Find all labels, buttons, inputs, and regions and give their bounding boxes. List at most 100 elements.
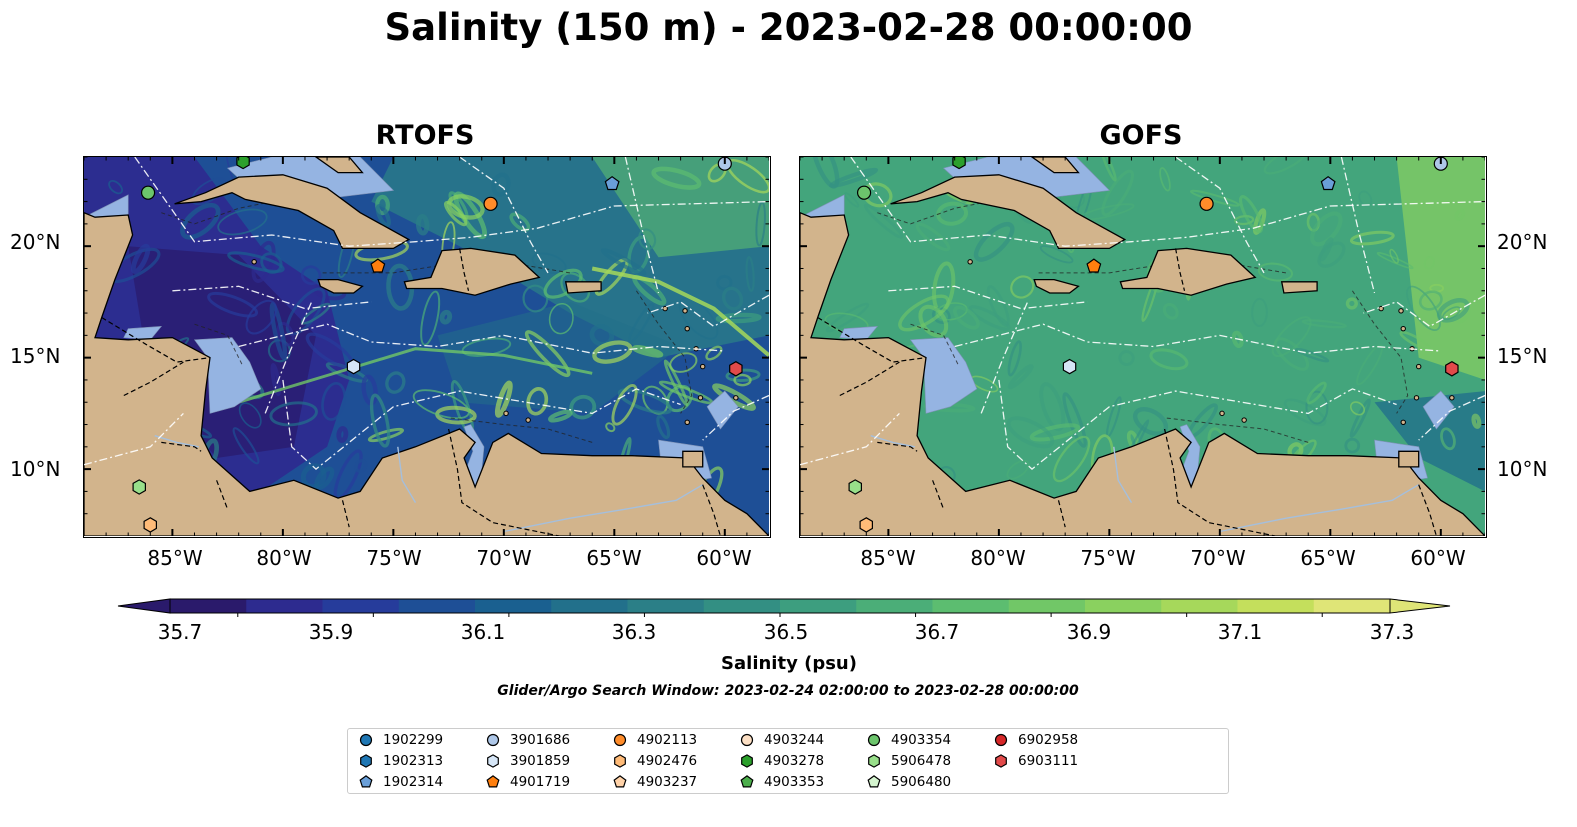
salinity-eddy — [1039, 382, 1066, 432]
land — [403, 247, 541, 296]
legend-marker — [614, 754, 626, 768]
country-border — [932, 480, 945, 510]
legend-label: 3901859 — [510, 753, 571, 769]
legend-label: 4903353 — [764, 774, 825, 790]
map-gofs[interactable] — [799, 156, 1487, 538]
colorbar-segment — [1237, 599, 1315, 613]
legend-marker — [486, 733, 500, 747]
eez-boundary — [800, 412, 900, 466]
isobath-contour — [161, 198, 283, 225]
legend-marker — [359, 775, 373, 788]
legend-item: 4902476 — [612, 751, 697, 771]
legend-marker — [867, 733, 881, 747]
eez-boundary — [1175, 157, 1265, 274]
map-rtofs[interactable] — [83, 156, 771, 538]
salinity-map-rtofs — [84, 157, 770, 537]
salinity-eddy — [1029, 423, 1081, 442]
lon-tick-label: 65°W — [1300, 546, 1356, 570]
country-border — [1418, 484, 1437, 536]
salinity-eddy — [843, 192, 860, 208]
float-marker — [859, 517, 874, 533]
eez-boundary — [84, 412, 184, 466]
salinity-eddy — [509, 212, 531, 232]
isobath-contour — [877, 198, 999, 225]
salinity-eddy — [1271, 316, 1312, 358]
island — [1219, 410, 1225, 417]
salinity-eddy — [656, 414, 671, 440]
salinity-eddy — [491, 172, 511, 197]
country-border — [341, 500, 350, 528]
float-marker — [848, 479, 863, 495]
eez-boundary — [998, 379, 1397, 470]
salinity-eddy — [1149, 348, 1189, 371]
salinity-eddy — [1100, 157, 1117, 182]
salinity-eddy — [1301, 319, 1347, 329]
island — [697, 395, 704, 401]
island — [525, 417, 531, 423]
salinity-eddy — [1239, 195, 1264, 234]
country-border — [817, 316, 927, 363]
legend-marker-icon — [867, 775, 881, 788]
salinity-eddy — [227, 251, 285, 273]
island — [967, 259, 973, 265]
colorbar-segment — [627, 599, 705, 613]
country-border — [448, 428, 560, 536]
island — [1400, 325, 1406, 332]
country-border — [101, 316, 211, 363]
float-marker — [140, 185, 156, 200]
colorbar-segment — [551, 599, 628, 613]
lon-tick-label: 65°W — [586, 546, 642, 570]
colorbar-segment — [932, 599, 1010, 613]
salinity-eddy — [1007, 340, 1022, 377]
colorbar-segment — [1085, 599, 1162, 613]
land — [1280, 281, 1318, 294]
salinity-filament — [238, 347, 593, 404]
isobath-contour — [910, 323, 960, 367]
land — [890, 174, 1127, 250]
salinity-eddy — [336, 426, 349, 443]
country-border — [161, 441, 202, 452]
salinity-eddy — [1349, 401, 1366, 416]
salinity-eddy — [1263, 157, 1309, 175]
land — [1030, 157, 1080, 174]
legend-item: 4903278 — [739, 751, 824, 771]
legend-marker-icon — [614, 754, 626, 768]
legend-item: 5906478 — [866, 751, 951, 771]
legend-label: 1902313 — [383, 753, 444, 769]
colorbar-segment — [1008, 599, 1086, 613]
legend-label: 4903244 — [764, 732, 825, 748]
river — [154, 435, 200, 448]
eez-boundary — [954, 323, 1441, 354]
legend-marker-icon — [359, 775, 373, 788]
colorbar-segment — [170, 599, 247, 613]
colorbar-tick-label: 35.7 — [157, 620, 203, 644]
legend-marker-icon — [613, 733, 627, 747]
salinity-eddy — [1118, 350, 1135, 367]
float-marker — [1062, 358, 1077, 375]
legend-label: 1902299 — [383, 732, 444, 748]
colorbar-tick-label: 37.1 — [1217, 620, 1263, 644]
land — [314, 157, 364, 174]
lon-tick-label: 60°W — [1410, 546, 1466, 570]
isobath-contour — [1164, 417, 1309, 443]
country-border — [1057, 500, 1066, 528]
salinity-eddy — [1305, 390, 1329, 425]
salinity-eddy — [1039, 245, 1074, 264]
salinity-eddy — [1389, 248, 1399, 264]
eez-boundary — [1418, 394, 1485, 441]
eez-boundary — [980, 301, 1029, 414]
salinity-eddy — [270, 363, 282, 397]
legend-marker-icon — [487, 754, 499, 768]
salinity-eddy — [354, 458, 368, 474]
salinity-eddy — [1399, 330, 1432, 351]
salinity-eddy — [1349, 398, 1371, 438]
salinity-eddy — [715, 312, 762, 324]
legend-item: 6902958 — [993, 730, 1078, 750]
island — [1398, 308, 1404, 314]
float-marker — [1086, 258, 1102, 273]
salinity-eddy — [592, 340, 633, 364]
float-marker — [236, 157, 250, 170]
salinity-eddy — [1231, 330, 1244, 349]
lat-tick-label: 15°N — [1497, 344, 1548, 368]
salinity-eddy — [898, 294, 950, 332]
